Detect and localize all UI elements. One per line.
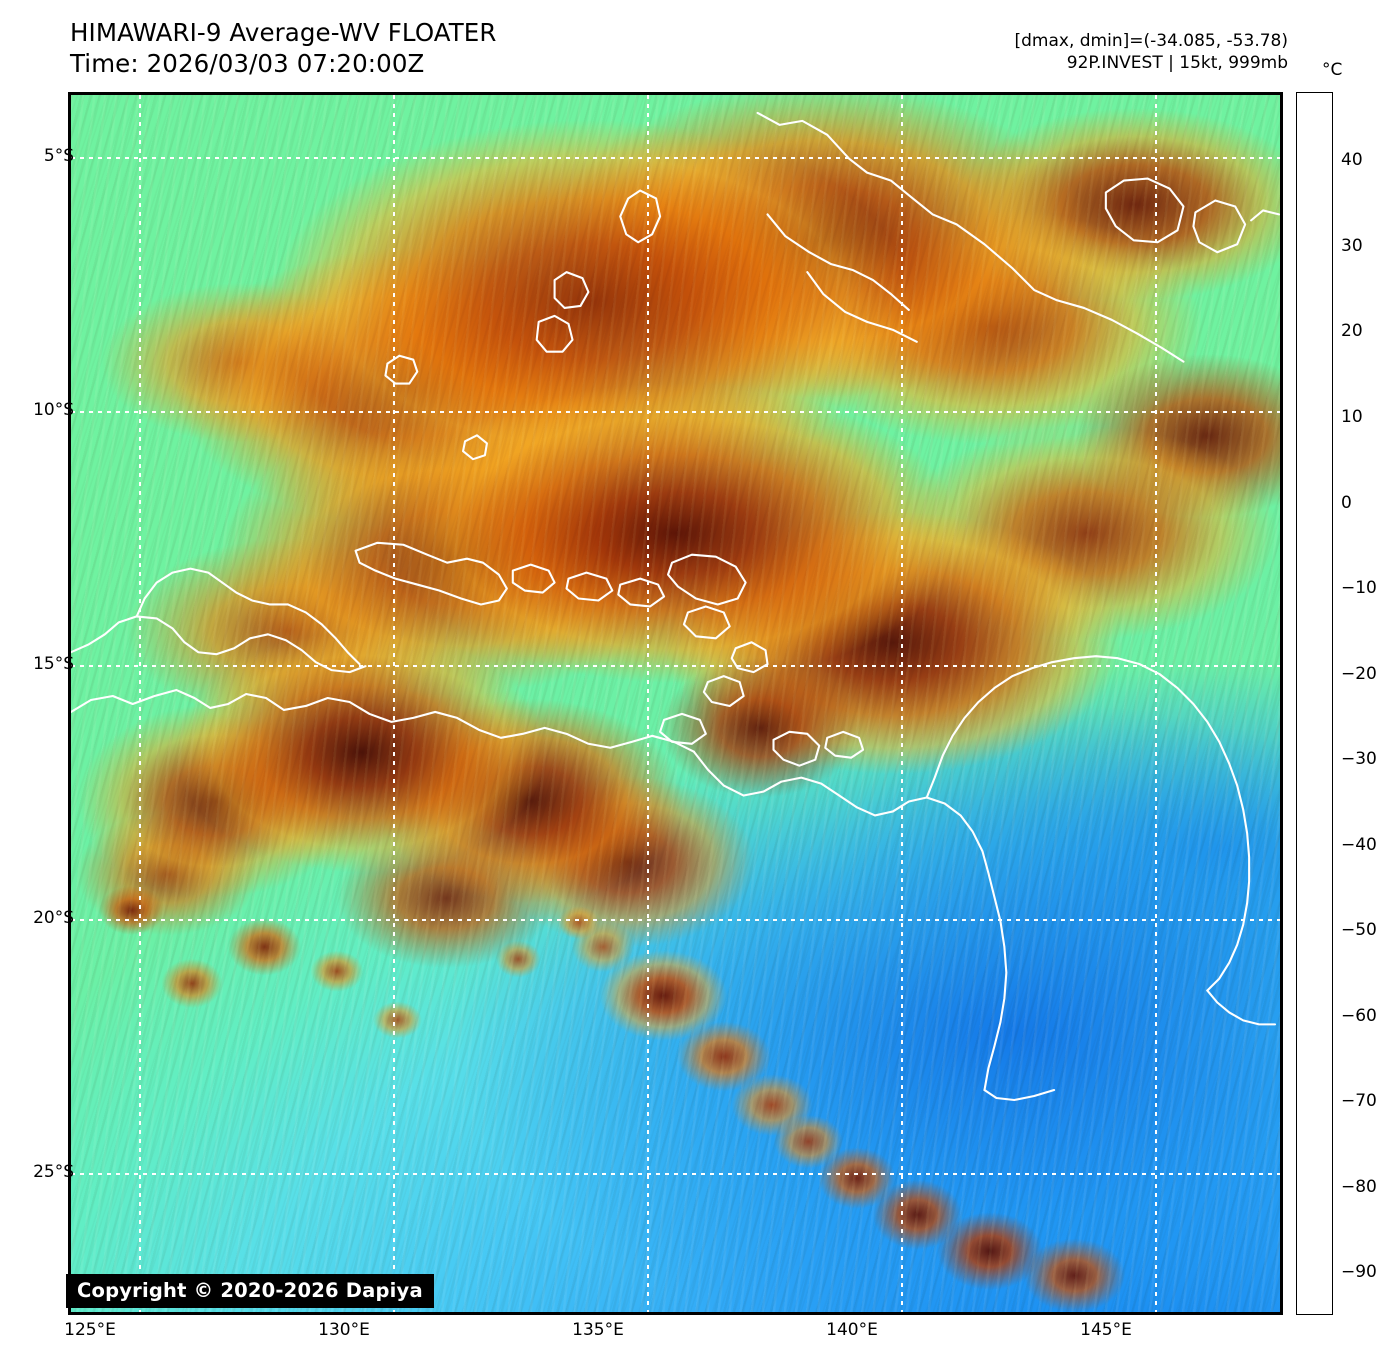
gridline-lat-10s: [71, 411, 1280, 413]
colorbar-tick-label: 40: [1341, 150, 1363, 171]
gridline-lat-5s: [71, 157, 1280, 159]
ytick-label: 5°S: [43, 146, 74, 166]
colorbar-tick-label: 30: [1341, 235, 1363, 256]
gridline-lat-20s: [71, 919, 1280, 921]
gridline-lat-25s: [71, 1173, 1280, 1175]
dmax-dmin-readout: [dmax, dmin]=(-34.085, -53.78): [1014, 31, 1289, 51]
xtick-label: 145°E: [1080, 1320, 1132, 1340]
colorbar-tick-label: −20: [1341, 663, 1377, 684]
colorbar-tick-label: 10: [1341, 406, 1363, 427]
colorbar-tick-label: −50: [1341, 920, 1377, 941]
gridline-lat-15s: [71, 665, 1280, 667]
colorbar-unit-label: °C: [1322, 60, 1343, 80]
ytick-label: 15°S: [33, 654, 74, 674]
colorbar-tick-label: −90: [1341, 1262, 1377, 1283]
metadata-block: [dmax, dmin]=(-34.085, -53.78) 92P.INVES…: [1015, 30, 1289, 74]
coastline-overlay: [71, 111, 1280, 1102]
colorbar-tick-label: 0: [1341, 492, 1352, 513]
xtick-label: 140°E: [826, 1320, 878, 1340]
colorbar-tick-label: −30: [1341, 749, 1377, 770]
copyright-watermark: Copyright © 2020-2026 Dapiya: [66, 1274, 434, 1308]
colorbar-tick-label: −80: [1341, 1176, 1377, 1197]
gridline-lon-135: [647, 95, 649, 1312]
page-title: HIMAWARI-9 Average-WV FLOATER Time: 2026…: [70, 18, 497, 80]
xtick-label: 135°E: [572, 1320, 624, 1340]
xtick-label: 130°E: [318, 1320, 370, 1340]
colorbar-tick-label: 20: [1341, 321, 1363, 342]
satellite-image-plot[interactable]: [68, 92, 1283, 1315]
colorbar-tick-label: −60: [1341, 1005, 1377, 1026]
gridline-lon-140: [901, 95, 903, 1312]
colorbar-tick-label: −70: [1341, 1091, 1377, 1112]
ytick-label: 10°S: [33, 400, 74, 420]
gridline-lon-130: [393, 95, 395, 1312]
gridline-lon-145: [1155, 95, 1157, 1312]
colorbar-tick-label: −40: [1341, 834, 1377, 855]
colorbar[interactable]: [1296, 92, 1333, 1315]
colorbar-tick-label: −10: [1341, 578, 1377, 599]
product-title: HIMAWARI-9 Average-WV FLOATER: [70, 18, 497, 47]
gridline-lon-125: [139, 95, 141, 1312]
ytick-label: 20°S: [33, 908, 74, 928]
ytick-label: 25°S: [33, 1162, 74, 1182]
storm-info: 92P.INVEST | 15kt, 999mb: [1066, 53, 1288, 74]
observation-time: Time: 2026/03/03 07:20:00Z: [70, 48, 425, 78]
xtick-label: 125°E: [64, 1320, 116, 1340]
colorbar-gradient: [1297, 93, 1332, 1314]
